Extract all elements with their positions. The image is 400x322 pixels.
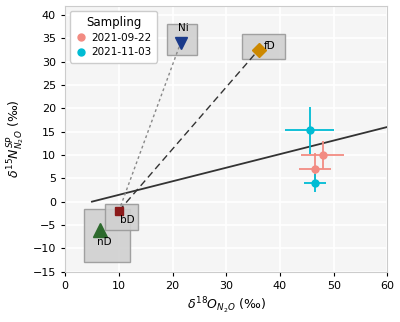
FancyBboxPatch shape xyxy=(84,209,130,262)
Legend: 2021-09-22, 2021-11-03: 2021-09-22, 2021-11-03 xyxy=(70,11,156,62)
Text: Ni: Ni xyxy=(178,23,189,33)
X-axis label: $\delta^{18}O_{N_2O}$ (‰): $\delta^{18}O_{N_2O}$ (‰) xyxy=(187,296,266,317)
Text: bD: bD xyxy=(120,215,134,225)
Y-axis label: $\delta^{15}N^{SP}_{N_2O}$ (‰): $\delta^{15}N^{SP}_{N_2O}$ (‰) xyxy=(6,99,27,178)
FancyBboxPatch shape xyxy=(167,24,197,55)
Text: fD: fD xyxy=(264,41,276,51)
FancyBboxPatch shape xyxy=(105,204,138,230)
Text: nD: nD xyxy=(97,237,112,247)
FancyBboxPatch shape xyxy=(242,33,285,59)
